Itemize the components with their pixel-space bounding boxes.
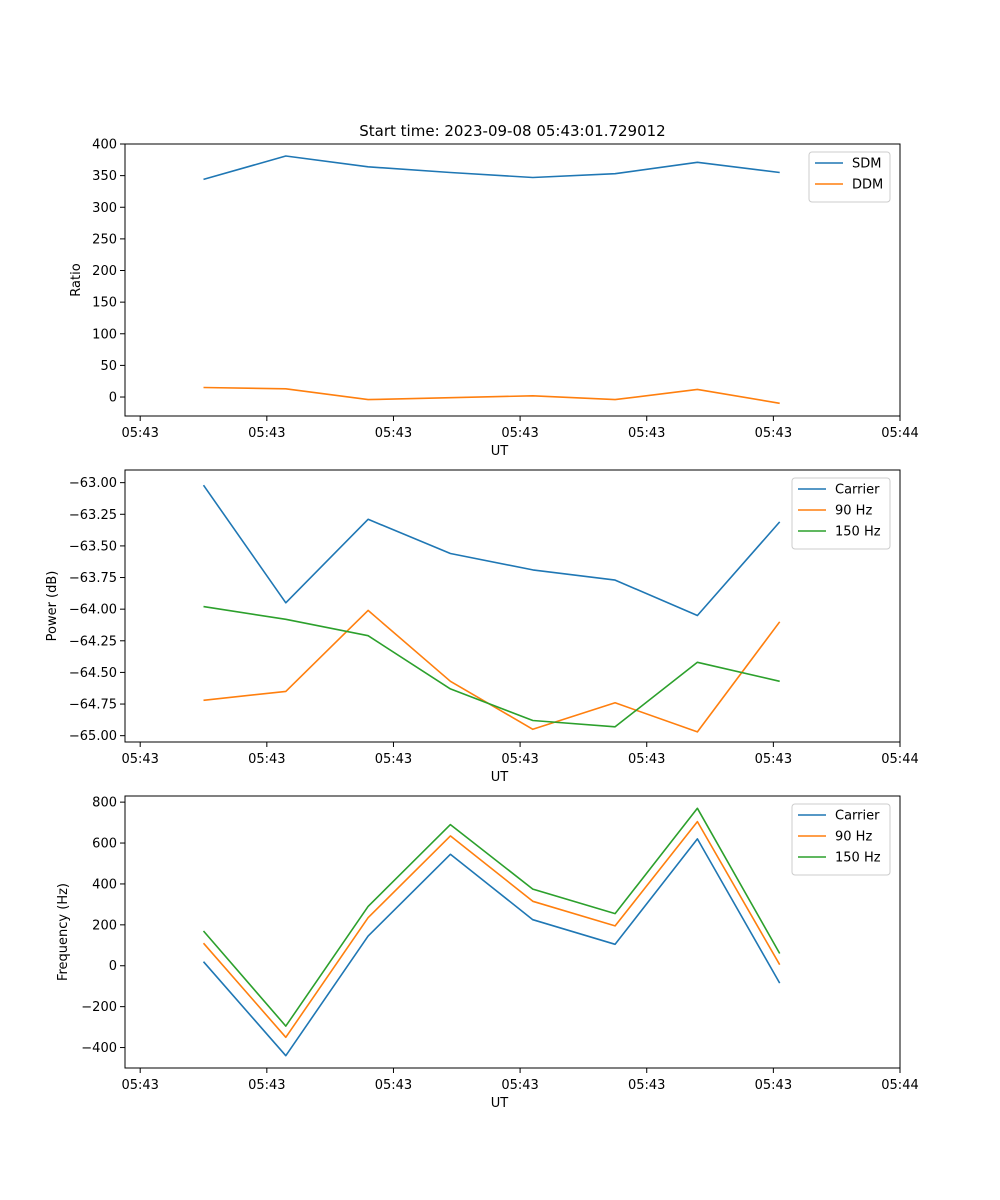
chart-panel-1: Start time: 2023-09-08 05:43:01.72901205… xyxy=(69,122,919,459)
y-axis-label: Ratio xyxy=(69,263,84,296)
y-tick-label: 0 xyxy=(109,391,117,406)
y-tick-label: −200 xyxy=(81,1000,117,1015)
x-tick-label: 05:44 xyxy=(881,426,918,441)
legend: Carrier 90 Hz 150 Hz xyxy=(791,803,891,876)
legend-label: 150 Hz xyxy=(835,525,881,540)
x-tick-label: 05:43 xyxy=(501,1078,538,1093)
legend-label: 150 Hz xyxy=(835,851,881,866)
x-tick-label: 05:43 xyxy=(755,1078,792,1093)
y-tick-label: 800 xyxy=(92,796,117,811)
x-tick-label: 05:43 xyxy=(248,1078,285,1093)
legend-label: Carrier xyxy=(835,809,880,824)
y-tick-label: −64.75 xyxy=(69,698,117,713)
x-tick-label: 05:43 xyxy=(628,752,665,767)
legend-label: DDM xyxy=(852,178,883,193)
y-tick-label: 50 xyxy=(100,359,117,374)
series-line-carrier xyxy=(202,484,781,617)
axes-frame xyxy=(124,469,901,743)
legend-label: 90 Hz xyxy=(835,830,872,845)
chart-panel-2: 05:43 05:43 05:43 05:43 05:43 05:43 05:44 −65.0… xyxy=(45,469,919,785)
y-tick-label: 100 xyxy=(92,327,117,342)
y-tick-label: −63.00 xyxy=(69,476,117,491)
series-line-ddm xyxy=(203,386,780,405)
x-axis-label: UT xyxy=(491,770,509,785)
y-tick-label: 350 xyxy=(92,169,117,184)
y-tick-label: −64.25 xyxy=(69,634,117,649)
legend: SDM DDM xyxy=(808,151,891,203)
series-line-90-hz xyxy=(203,609,781,733)
y-axis-label: Power (dB) xyxy=(45,571,60,642)
y-tick-label: 600 xyxy=(92,837,117,852)
y-tick-label: −63.25 xyxy=(69,508,117,523)
y-tick-label: −63.50 xyxy=(69,539,117,554)
x-tick-label: 05:43 xyxy=(375,426,412,441)
y-axis-label: Frequency (Hz) xyxy=(56,883,71,981)
x-tick-label: 05:43 xyxy=(375,752,412,767)
x-tick-label: 05:43 xyxy=(628,1078,665,1093)
series-line-150-hz xyxy=(203,605,780,728)
x-tick-label: 05:43 xyxy=(121,752,158,767)
x-tick-label: 05:43 xyxy=(248,426,285,441)
x-tick-label: 05:43 xyxy=(121,1078,158,1093)
x-tick-label: 05:43 xyxy=(755,426,792,441)
legend-label: SDM xyxy=(852,157,881,172)
x-tick-label: 05:44 xyxy=(881,752,918,767)
axes-frame xyxy=(124,795,901,1069)
x-tick-label: 05:43 xyxy=(375,1078,412,1093)
x-tick-label: 05:43 xyxy=(121,426,158,441)
legend: Carrier 90 Hz 150 Hz xyxy=(791,477,891,550)
legend-box xyxy=(808,151,891,203)
y-tick-label: 250 xyxy=(92,232,117,247)
x-tick-label: 05:43 xyxy=(501,752,538,767)
legend-label: 90 Hz xyxy=(835,504,872,519)
x-tick-label: 05:43 xyxy=(501,426,538,441)
y-tick-label: −65.00 xyxy=(69,729,117,744)
y-tick-label: −400 xyxy=(81,1041,117,1056)
chart-title: Start time: 2023-09-08 05:43:01.729012 xyxy=(359,122,665,140)
y-tick-label: −64.00 xyxy=(69,603,117,618)
x-tick-label: 05:44 xyxy=(881,1078,918,1093)
series-line-150-hz xyxy=(202,807,781,1027)
x-tick-label: 05:43 xyxy=(755,752,792,767)
legend-label: Carrier xyxy=(835,483,880,498)
y-tick-label: −63.75 xyxy=(69,571,117,586)
y-tick-label: 200 xyxy=(92,264,117,279)
axes-frame xyxy=(124,143,901,417)
x-axis-label: UT xyxy=(491,1096,509,1111)
x-tick-label: 05:43 xyxy=(628,426,665,441)
series-line-90-hz xyxy=(202,820,781,1039)
y-tick-label: −64.50 xyxy=(69,666,117,681)
y-tick-label: 0 xyxy=(109,959,117,974)
y-tick-label: 400 xyxy=(92,877,117,892)
x-tick-label: 05:43 xyxy=(248,752,285,767)
series-line-sdm xyxy=(203,155,780,181)
chart-panel-3: 05:43 05:43 05:43 05:43 05:43 05:43 05:44 −400 −… xyxy=(56,795,919,1111)
y-tick-label: 200 xyxy=(92,918,117,933)
x-axis-label: UT xyxy=(491,444,509,459)
y-tick-label: 400 xyxy=(92,138,117,153)
y-tick-label: 150 xyxy=(92,296,117,311)
series-line-carrier xyxy=(202,838,781,1057)
y-tick-label: 300 xyxy=(92,201,117,216)
